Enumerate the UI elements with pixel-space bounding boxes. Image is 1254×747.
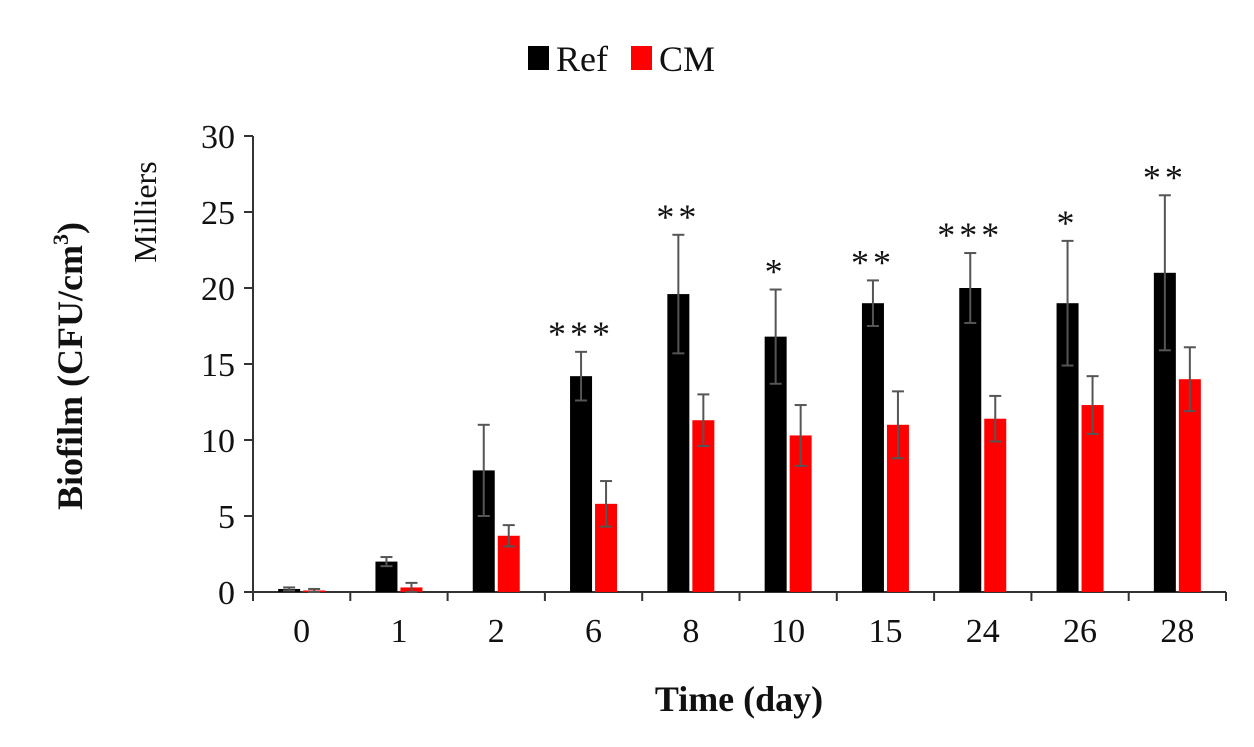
significance-annotation: *** bbox=[548, 314, 614, 354]
y-axis-title-close: ) bbox=[50, 222, 90, 234]
bar-ref bbox=[1056, 303, 1079, 592]
significance-annotation: * bbox=[1057, 203, 1079, 243]
x-tick-label: 26 bbox=[1063, 613, 1097, 650]
y-tick-label: 30 bbox=[201, 119, 235, 156]
y-axis-title-superscript: 3 bbox=[48, 234, 73, 245]
significance-annotation: *** bbox=[937, 215, 1003, 255]
y-tick-label: 5 bbox=[218, 499, 235, 536]
bar-cm bbox=[1178, 379, 1201, 592]
bar-cm bbox=[984, 418, 1007, 592]
significance-annotation: ** bbox=[1143, 157, 1187, 197]
y-tick-label: 10 bbox=[201, 423, 235, 460]
significance-annotation: ** bbox=[656, 197, 700, 237]
legend-swatch-cm bbox=[631, 46, 652, 70]
x-tick-label: 10 bbox=[771, 613, 805, 650]
x-tick-label: 15 bbox=[868, 613, 902, 650]
x-axis-title: Time (day) bbox=[655, 679, 823, 719]
y-axis-title: Biofilm (CFU/cm3) bbox=[48, 222, 90, 510]
x-tick-label: 2 bbox=[488, 613, 505, 650]
y-axis-unit-label: Milliers bbox=[127, 161, 163, 262]
bar-ref bbox=[764, 336, 787, 592]
bar-ref bbox=[861, 303, 884, 592]
bar-cm bbox=[692, 420, 715, 592]
y-tick-label: 20 bbox=[201, 271, 235, 308]
significance-annotation: ** bbox=[851, 242, 895, 282]
x-tick-label: 0 bbox=[293, 613, 310, 650]
x-tick-label: 24 bbox=[966, 613, 1000, 650]
bar-ref bbox=[959, 288, 982, 592]
x-tick-label: 6 bbox=[585, 613, 602, 650]
y-tick-label: 0 bbox=[218, 575, 235, 612]
bar-cm bbox=[1081, 405, 1104, 592]
bar-cm bbox=[789, 435, 812, 592]
legend-label-cm: CM bbox=[659, 39, 715, 79]
x-tick-label: 8 bbox=[682, 613, 699, 650]
bar-ref bbox=[667, 294, 690, 592]
x-tick-label: 1 bbox=[390, 613, 407, 650]
bar-cm bbox=[497, 535, 520, 592]
bar-ref bbox=[570, 376, 593, 592]
x-tick-label: 28 bbox=[1160, 613, 1194, 650]
y-tick-label: 25 bbox=[201, 195, 235, 232]
legend: Ref CM bbox=[528, 39, 715, 79]
bar-ref bbox=[472, 470, 495, 592]
bar-ref bbox=[375, 561, 398, 592]
bar-cm bbox=[886, 424, 909, 592]
y-tick-label: 15 bbox=[201, 347, 235, 384]
legend-swatch-ref bbox=[528, 46, 549, 70]
bar-ref bbox=[1153, 272, 1176, 592]
legend-label-ref: Ref bbox=[556, 39, 608, 79]
y-axis-title-main: Biofilm (CFU/cm bbox=[50, 245, 90, 510]
significance-annotation: * bbox=[765, 252, 787, 292]
